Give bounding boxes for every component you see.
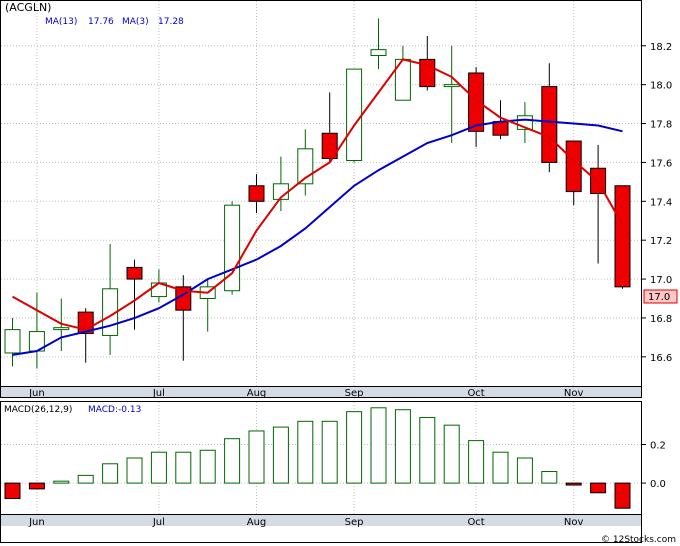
price-month-label: Oct (467, 388, 484, 399)
macd-bar (468, 440, 485, 484)
macd-month-label: Aug (247, 517, 267, 528)
candle-body (541, 86, 558, 163)
macd-histogram (4, 407, 631, 509)
candle-body (468, 72, 485, 132)
macd-month-label: Jun (28, 517, 45, 528)
candle-body (492, 121, 509, 136)
macd-bar (4, 482, 21, 500)
macd-bar (102, 463, 119, 484)
watermark: © 12Stocks.com (601, 535, 676, 545)
macd-month-label: Jul (152, 517, 165, 528)
macd-date-strip (1, 514, 641, 526)
ma3-line (12, 58, 624, 331)
macd-y-tick-label: 0.2 (650, 440, 666, 451)
macd-bar (443, 424, 460, 484)
price-y-tick-label: 16.8 (650, 314, 672, 325)
price-month-label: Jul (152, 388, 165, 399)
macd-bar (175, 451, 192, 484)
ticker-label: (ACGLN) (5, 1, 51, 14)
macd-month-label: Sep (345, 517, 364, 528)
last-price-tag (643, 289, 678, 304)
price-y-tick-label: 18.2 (650, 42, 672, 53)
ma13-legend-label: MA(13) (45, 17, 77, 27)
macd-bar (53, 480, 70, 484)
ma3-legend-value: 17.28 (158, 17, 184, 27)
price-date-strip (1, 386, 641, 397)
price-panel (0, 0, 642, 398)
price-y-tick-label: 17.4 (650, 197, 672, 208)
macd-month-label: Nov (564, 517, 584, 528)
macd-bar (565, 482, 582, 486)
candlesticks (4, 18, 631, 369)
price-month-label: Nov (564, 388, 584, 399)
macd-bar (77, 474, 94, 484)
price-y-tick-label: 17.8 (650, 120, 672, 131)
macd-bar (126, 457, 143, 484)
candle-body (53, 327, 70, 331)
ma13-legend-value: 17.76 (88, 17, 114, 27)
candle-body (443, 84, 460, 88)
macd-bar (321, 420, 338, 484)
price-month-label: Aug (247, 388, 267, 399)
macd-bar (590, 482, 607, 494)
candle-body (346, 68, 363, 161)
last-price-label: 17.0 (648, 292, 670, 303)
candle-body (4, 329, 21, 354)
macd-bar (346, 411, 363, 484)
price-month-label: Sep (345, 388, 364, 399)
macd-month-label: Oct (467, 517, 484, 528)
macd-bar (394, 409, 411, 484)
macd-bar (614, 482, 631, 509)
macd-value-label: MACD:-0.13 (88, 405, 141, 415)
candle-body (370, 49, 387, 56)
macd-y-axis: 0.0 0.2 (641, 440, 666, 490)
price-month-label: Jun (28, 388, 45, 399)
price-y-tick-label: 17.0 (650, 275, 672, 286)
price-y-tick-label: 16.6 (650, 353, 672, 364)
macd-bar (419, 416, 436, 484)
macd-bar (297, 420, 314, 484)
candle-body (126, 266, 143, 280)
price-y-tick-label: 17.6 (650, 158, 672, 169)
ma13-line (12, 118, 623, 356)
macd-bar (150, 451, 167, 484)
price-y-tick-label: 17.2 (650, 236, 672, 247)
macd-bar (272, 426, 289, 484)
price-y-axis: 16.6 16.8 17.0 17.2 17.4 17.6 17.8 18.0 18.2 (641, 42, 672, 364)
price-month-labels: Jun Jul Aug Sep Oct Nov (28, 388, 583, 399)
macd-bar (492, 451, 509, 484)
macd-bar (224, 438, 241, 484)
macd-bar (199, 449, 216, 484)
macd-bar (516, 457, 533, 484)
macd-bar (370, 407, 387, 484)
macd-bar (28, 482, 45, 490)
macd-bar (541, 471, 558, 484)
price-y-tick-label: 18.0 (650, 81, 672, 92)
macd-month-labels: Jun Jul Aug Sep Oct Nov (28, 517, 583, 528)
macd-title: MACD(26,12,9) (4, 405, 72, 415)
candle-body (224, 204, 241, 292)
ma3-legend-label: MA(3) (122, 17, 149, 27)
candle-body (321, 132, 338, 160)
macd-y-tick-label: 0.0 (650, 479, 666, 490)
candle-body (614, 185, 631, 288)
candle-body (248, 185, 265, 202)
macd-bar (248, 430, 265, 484)
